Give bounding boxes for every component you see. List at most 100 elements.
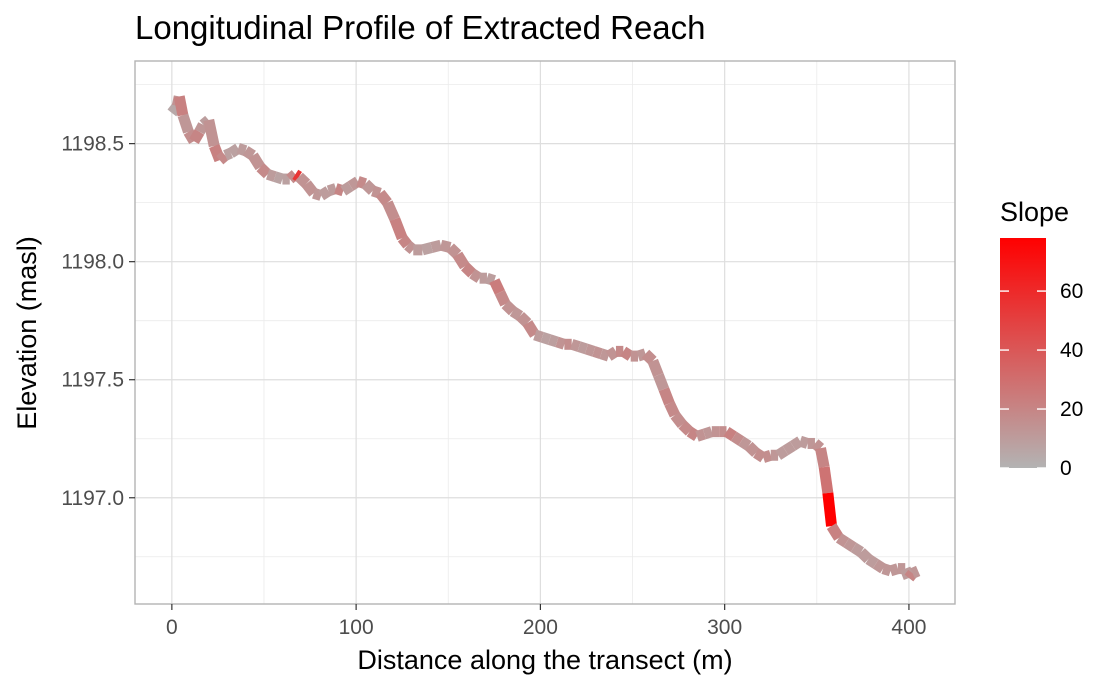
profile-segment <box>695 428 707 442</box>
profile-segment <box>292 169 302 182</box>
profile-segment <box>843 537 857 552</box>
x-tick-label: 400 <box>891 616 926 639</box>
legend-title: Slope <box>1000 197 1069 227</box>
profile-segment <box>826 523 844 541</box>
legend-ticks: 0 20 40 60 <box>1000 280 1083 480</box>
profile-segment <box>540 331 552 345</box>
profile-segment <box>904 569 917 582</box>
profile-segment <box>489 278 505 295</box>
profile-segment <box>881 563 893 577</box>
profile-segment <box>334 183 345 197</box>
profile-segment <box>641 349 657 365</box>
profile-segment <box>647 358 664 377</box>
profile-segment <box>775 445 789 460</box>
profile-segment <box>835 533 850 548</box>
profile-segment <box>664 400 680 418</box>
profile-segment <box>815 447 830 469</box>
y-tick-label: 1198.0 <box>61 251 124 274</box>
profile-segment <box>857 548 873 564</box>
profile-segment <box>347 176 361 191</box>
profile-segment <box>430 239 443 253</box>
y-axis-title: Elevation (masl) <box>12 236 42 430</box>
profile-segment <box>421 242 434 256</box>
profile-segment <box>446 243 462 259</box>
profile-segment <box>340 181 354 196</box>
profile-segment <box>584 343 596 357</box>
profile-segment <box>620 346 634 361</box>
profile-segment <box>312 187 323 201</box>
profile-segment <box>888 563 900 577</box>
profile-segment <box>389 217 408 241</box>
x-tick-label: 0 <box>166 616 178 639</box>
profile-segment <box>216 151 229 165</box>
plot-panel-border <box>134 60 956 605</box>
profile-segment <box>295 172 311 188</box>
profile-line <box>167 95 921 582</box>
profile-segment <box>356 176 368 190</box>
profile-segment <box>789 436 804 451</box>
profile-segment <box>533 329 544 343</box>
profile-segment <box>723 427 737 442</box>
profile-segment <box>173 95 189 117</box>
profile-segment <box>485 272 497 286</box>
x-axis-title: Distance along the transect (m) <box>357 645 732 675</box>
profile-segment <box>397 234 413 249</box>
profile-segment <box>555 336 567 350</box>
profile-segment <box>592 346 603 359</box>
profile-segment <box>702 426 714 440</box>
profile-segment <box>577 341 589 355</box>
legend-tick-label: 60 <box>1060 280 1083 303</box>
x-tick-label: 100 <box>339 616 374 639</box>
profile-segment <box>798 435 810 449</box>
profile-segment <box>811 439 825 453</box>
profile-segment <box>265 169 277 182</box>
profile-segment <box>494 290 511 307</box>
profile-segment <box>910 565 921 579</box>
y-tick-label: 1198.5 <box>61 133 124 156</box>
profile-segment <box>570 339 581 352</box>
profile-segment <box>248 152 265 171</box>
profile-segment <box>361 179 377 195</box>
x-axis-ticks: 0 100 200 300 400 <box>166 604 926 639</box>
profile-segment <box>509 306 524 321</box>
profile-segment <box>203 118 220 148</box>
profile-segment <box>636 348 648 362</box>
profile-segment <box>375 189 392 207</box>
profile-segment <box>256 163 272 179</box>
profile-segment <box>738 436 752 451</box>
profile-segment <box>599 348 611 362</box>
profile-segment <box>177 113 194 134</box>
profile-segment <box>382 200 400 222</box>
x-tick-label: 200 <box>523 616 558 639</box>
y-axis-ticks: 1197.0 1197.5 1198.0 1198.5 <box>61 133 135 510</box>
profile-segment <box>818 466 834 494</box>
legend-tick-label: 0 <box>1060 457 1072 480</box>
profile-segment <box>469 268 483 283</box>
profile-segment <box>371 185 382 199</box>
profile-segment <box>452 251 470 270</box>
profile-segment <box>516 312 532 328</box>
profile-segment <box>822 492 838 527</box>
profile-segment <box>653 372 669 392</box>
profile-segment <box>501 300 517 316</box>
profile-segment <box>605 346 619 361</box>
profile-segment <box>658 387 675 406</box>
profile-segment <box>850 542 864 557</box>
legend-tick-label: 20 <box>1060 398 1083 421</box>
profile-segment <box>318 186 332 201</box>
profile-segment <box>686 427 700 442</box>
profile-segment <box>782 441 796 456</box>
legend: Slope 0 20 40 60 <box>1000 197 1083 480</box>
profile-segment <box>522 320 540 338</box>
profile-segment <box>761 450 773 463</box>
profile-segment <box>302 180 319 197</box>
y-tick-label: 1197.0 <box>61 487 124 510</box>
profile-segment <box>326 183 338 197</box>
profile-segment <box>223 148 233 161</box>
y-tick-label: 1197.5 <box>61 369 124 392</box>
profile-segment <box>670 411 687 428</box>
grid-lines <box>135 61 955 604</box>
profile-segment <box>189 129 205 145</box>
profile-segment <box>753 448 767 463</box>
